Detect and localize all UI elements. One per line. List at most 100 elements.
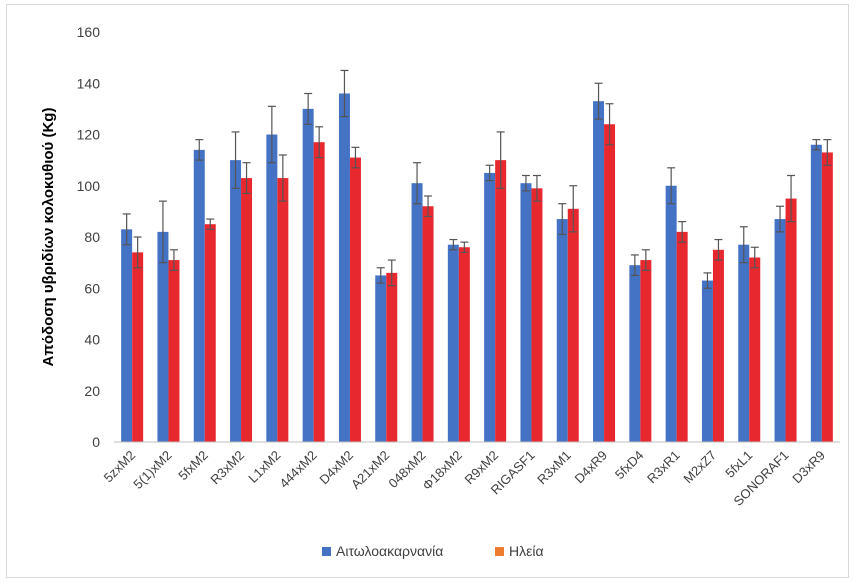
error-bar (340, 69, 349, 118)
y-tick-label: 20 (84, 383, 100, 399)
error-bar (739, 226, 748, 264)
y-tick-label: 80 (84, 229, 100, 245)
error-bar (823, 139, 832, 166)
error-bar (424, 195, 433, 218)
error-bar (158, 200, 167, 264)
bar-ileia (604, 124, 616, 442)
bar-ileia (531, 188, 543, 442)
bar-ileia (640, 260, 652, 442)
error-bar (678, 221, 687, 243)
bar-ileia (168, 260, 180, 442)
bar-ileia (749, 257, 761, 442)
y-axis-label: Απόδοση υβριδίων κολοκυθιού (Kg) (40, 108, 57, 367)
error-bar (496, 131, 505, 189)
error-bar (532, 174, 541, 202)
bar-aitoloakarnania (447, 244, 459, 442)
bar-aitoloakarnania (738, 244, 750, 442)
error-bar (714, 238, 723, 261)
error-bar (812, 139, 821, 151)
error-bar (169, 249, 178, 271)
bar-ileia (386, 272, 398, 442)
bar-aitoloakarnania (193, 149, 205, 442)
error-bar (133, 236, 142, 269)
bar-aitoloakarnania (411, 183, 423, 442)
error-bar (460, 241, 469, 253)
error-bar (315, 126, 324, 159)
error-bar (569, 185, 578, 233)
bar-aitoloakarnania (520, 183, 532, 442)
bar-ileia (277, 178, 289, 442)
y-tick-label: 40 (84, 332, 100, 348)
error-bar (558, 203, 567, 236)
bar-aitoloakarnania (338, 93, 350, 442)
bar-aitoloakarnania (484, 172, 496, 442)
x-tick-label: 5(1)xM2 (130, 448, 174, 492)
x-tick-label: D3xR9 (789, 448, 828, 487)
x-tick-label: 444xM2 (276, 448, 319, 491)
x-tick-label: R3xM2 (207, 448, 247, 488)
error-bar (630, 254, 639, 277)
x-tick-label: Φ18xM2 (419, 448, 465, 494)
bar-aitoloakarnania (629, 265, 641, 442)
bar-aitoloakarnania (375, 275, 387, 442)
error-bar (776, 205, 785, 233)
bar-ileia (821, 152, 833, 442)
bar-ileia (313, 142, 325, 442)
bar-aitoloakarnania (701, 280, 713, 442)
bar-ileia (567, 208, 579, 442)
bar-aitoloakarnania (556, 219, 568, 442)
legend-swatch-ileia (495, 547, 504, 556)
error-bar (521, 174, 530, 192)
bar-aitoloakarnania (593, 101, 605, 442)
error-bar (278, 154, 287, 202)
legend-swatch-aitoloakarnania (322, 547, 331, 556)
error-bar (641, 249, 650, 271)
error-bar (485, 164, 494, 182)
x-tick-label: 5fxD4 (612, 448, 647, 483)
x-tick-label: R3xM1 (534, 448, 574, 488)
error-bar (206, 218, 215, 230)
error-bar (667, 167, 676, 205)
bar-ileia (422, 206, 434, 442)
y-tick-label: 60 (84, 280, 100, 296)
y-tick-label: 140 (77, 75, 101, 91)
bar-aitoloakarnania (230, 160, 242, 442)
error-bar (787, 174, 796, 223)
y-tick-label: 120 (77, 127, 101, 143)
bar-ileia (241, 178, 253, 442)
legend-label-ileia: Ηλεία (509, 543, 544, 559)
legend: Αιτωλοακαρνανία Ηλεία (322, 543, 544, 559)
x-tick-label: D4xR9 (571, 448, 610, 487)
y-tick-label: 100 (77, 178, 101, 194)
error-bar (242, 162, 251, 195)
bar-ileia (132, 252, 144, 442)
x-tick-label: A21xM2 (348, 448, 392, 492)
bar-aitoloakarnania (774, 219, 786, 442)
error-bar (594, 82, 603, 120)
bar-aitoloakarnania (266, 134, 278, 442)
x-tick-label: M2xZ7 (680, 448, 719, 487)
x-tick-label: 5fxL1 (722, 448, 755, 481)
bar-ileia (712, 249, 724, 442)
bar-aitoloakarnania (665, 185, 677, 442)
error-bar (387, 259, 396, 287)
x-tick-label: 5fxM2 (175, 448, 211, 484)
legend-label-aitoloakarnania: Αιτωλοακαρνανία (336, 543, 443, 559)
error-bar (750, 246, 759, 269)
y-axis-ticks: 0 20 40 60 80 100 120 140 160 (77, 24, 101, 450)
error-bar (703, 272, 712, 289)
y-tick-label: 160 (77, 24, 101, 40)
bar-ileia (676, 231, 688, 442)
bar-ileia (495, 160, 507, 442)
error-bar (195, 139, 204, 161)
error-bar (122, 213, 131, 246)
bar-aitoloakarnania (157, 231, 169, 442)
bar-aitoloakarnania (302, 108, 314, 442)
error-bars (122, 69, 832, 289)
error-bar (267, 105, 276, 164)
bar-aitoloakarnania (121, 229, 133, 442)
error-bar (376, 267, 385, 284)
error-bar (351, 146, 360, 169)
